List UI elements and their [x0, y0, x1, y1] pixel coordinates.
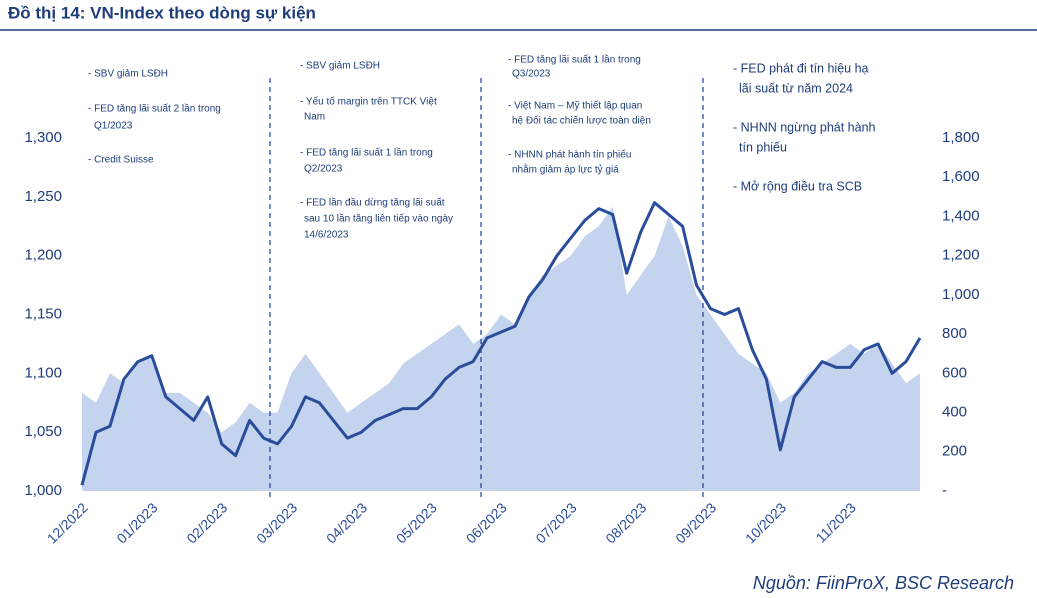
x-tick-label: 02/2023: [183, 499, 230, 546]
annotation: lãi suất từ năm 2024: [739, 81, 853, 95]
chart-title: Đồ thị 14: VN-Index theo dòng sự kiện: [8, 3, 316, 22]
x-tick-label: 04/2023: [323, 499, 370, 546]
annotation: - Mở rộng điều tra SCB: [733, 179, 862, 193]
annotation: - Yếu tố margin trên TTCK Việt: [300, 96, 437, 108]
x-tick-label: 11/2023: [813, 499, 860, 546]
y2-tick-label: 1,400: [942, 207, 980, 224]
annotation: - SBV giảm LSĐH: [300, 61, 380, 72]
annotation: - NHNN ngừng phát hành: [733, 120, 876, 134]
volume-area: [82, 206, 920, 491]
x-tick-label: 01/2023: [113, 499, 160, 546]
annotation: tín phiếu: [739, 140, 787, 154]
y2-tick-label: 1,600: [942, 168, 980, 185]
annotation: - FED lần đầu dừng tăng lãi suất: [300, 197, 445, 209]
y-tick-label: 1,000: [24, 482, 62, 499]
y-tick-label: 1,100: [24, 364, 62, 381]
y-tick-label: 1,300: [24, 129, 62, 146]
annotation: - FED tăng lãi suất 1 lần trong: [300, 147, 433, 159]
y-tick-label: 1,250: [24, 188, 62, 205]
y2-tick-label: 200: [942, 443, 967, 460]
x-tick-label: 10/2023: [742, 499, 789, 546]
annotation: sau 10 lần tăng liên tiếp vào ngày: [304, 213, 453, 225]
y2-tick-label: 400: [942, 404, 967, 421]
annotation: - SBV giảm LSĐH: [88, 69, 168, 80]
y2-tick-label: 1,000: [942, 286, 980, 303]
y2-tick-label: -: [942, 482, 947, 499]
y-tick-label: 1,150: [24, 305, 62, 322]
annotation: Q3/2023: [512, 69, 551, 80]
annotation: Nam: [304, 112, 325, 123]
index-line: [80, 201, 922, 486]
x-tick-label: 07/2023: [532, 499, 579, 546]
annotation: - FED tăng lãi suất 2 lần trong: [88, 103, 221, 115]
x-tick-label: 06/2023: [463, 499, 510, 546]
x-tick-label: 05/2023: [393, 499, 440, 546]
y2-tick-label: 600: [942, 364, 967, 381]
x-tick-label: 03/2023: [253, 499, 300, 546]
x-tick-label: 12/2022: [44, 499, 91, 546]
y2-tick-label: 1,800: [942, 129, 980, 146]
y-tick-label: 1,200: [24, 247, 62, 264]
annotation: Q1/2023: [94, 121, 133, 132]
source: Nguồn: FiinProX, BSC Research: [753, 573, 1014, 593]
y-tick-label: 1,050: [24, 423, 62, 440]
annotation: - FED tăng lãi suất 1 lần trong: [508, 54, 641, 66]
x-tick-label: 08/2023: [602, 499, 649, 546]
annotation: hệ Đối tác chiến lược toàn diện: [512, 115, 651, 127]
annotation: nhằm giảm áp lực tỷ giá: [512, 163, 619, 176]
y2-tick-label: 1,200: [942, 247, 980, 264]
y2-tick-label: 800: [942, 325, 967, 342]
x-tick-label: 09/2023: [672, 499, 719, 546]
annotation: - NHNN phát hành tín phiếu: [508, 149, 631, 161]
annotation: - FED phát đi tín hiệu hạ: [733, 61, 869, 75]
annotation: 14/6/2023: [304, 230, 349, 241]
plot: [80, 201, 922, 491]
annotation: Q2/2023: [304, 164, 343, 175]
annotation: - Việt Nam – Mỹ thiết lập quan: [508, 100, 642, 112]
annotation: - Credit Suisse: [88, 155, 154, 166]
